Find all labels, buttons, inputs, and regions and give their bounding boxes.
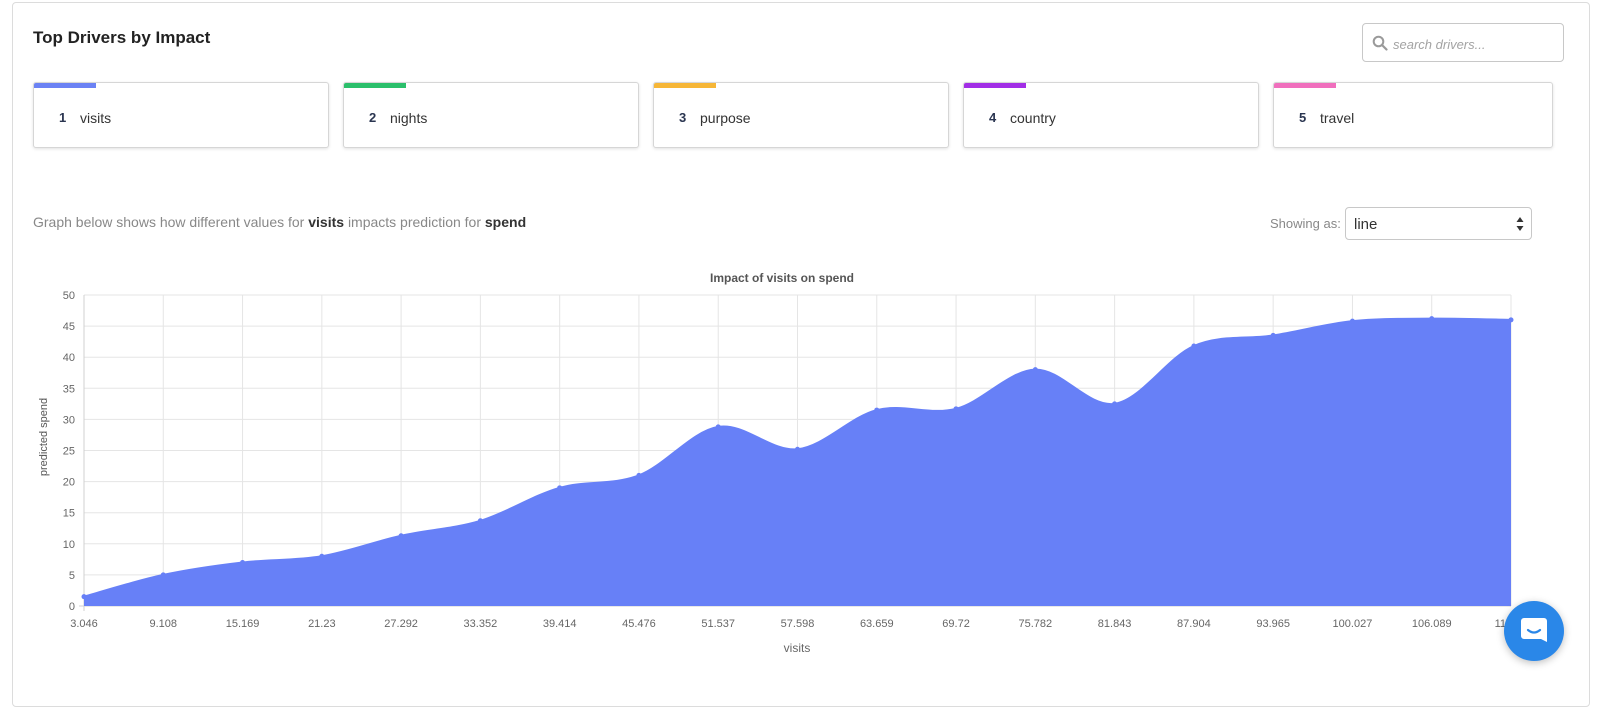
y-tick-label: 35 (63, 383, 75, 395)
data-point (1349, 318, 1355, 324)
data-point (477, 518, 483, 524)
y-tick-label: 25 (63, 446, 75, 458)
y-tick-label: 50 (63, 290, 75, 302)
x-tick-label: 51.537 (701, 618, 735, 630)
x-axis-ticks: 3.046 9.108 15.169 21.23 27.292 33.352 39.414 4… (70, 618, 1527, 630)
driver-card-visits[interactable]: 1 visits (33, 82, 329, 148)
description-middle: impacts prediction for (347, 214, 481, 230)
x-tick-label: 106.089 (1412, 618, 1452, 630)
data-point (795, 446, 800, 452)
chart-type-select[interactable]: line (1345, 207, 1532, 240)
x-tick-label: 45.476 (622, 618, 656, 630)
driver-rank: 5 (1299, 110, 1307, 125)
driver-name: nights (390, 110, 428, 126)
data-point (715, 424, 721, 430)
chart-type-value: line (1354, 216, 1378, 233)
y-axis-label: predicted spend (38, 398, 50, 476)
x-tick-label: 57.598 (781, 618, 815, 630)
data-point (1429, 316, 1435, 322)
chart-series (81, 316, 1514, 606)
x-tick-label: 63.659 (860, 618, 894, 630)
y-axis-ticks: 0 5 10 15 20 25 30 35 40 45 50 (63, 290, 75, 613)
y-tick-label: 10 (63, 539, 75, 551)
driver-card-nights[interactable]: 2 nights (343, 82, 639, 148)
showing-as-label: Showing as: (1270, 216, 1341, 231)
x-tick-label: 9.108 (150, 618, 178, 630)
data-point (240, 559, 246, 565)
description-target: spend (484, 214, 527, 230)
y-tick-label: 5 (69, 570, 75, 582)
x-tick-label: 75.782 (1019, 618, 1053, 630)
data-point (398, 533, 404, 539)
data-point (953, 406, 959, 412)
description-feature: visits (308, 214, 345, 230)
driver-name: country (1010, 110, 1056, 126)
driver-color-bar (344, 83, 406, 88)
data-point (636, 472, 642, 478)
driver-rank: 3 (679, 110, 687, 125)
driver-card-travel[interactable]: 5 travel (1273, 82, 1553, 148)
search-input[interactable] (1391, 31, 1560, 57)
data-point (81, 594, 87, 600)
x-tick-label: 39.414 (543, 618, 577, 630)
x-axis-label: visits (784, 641, 811, 655)
x-tick-label: 93.965 (1256, 618, 1290, 630)
y-tick-label: 40 (63, 352, 75, 364)
x-tick-label: 15.169 (226, 618, 260, 630)
driver-name: travel (1320, 110, 1355, 126)
x-tick-label: 81.843 (1098, 618, 1132, 630)
driver-name: visits (80, 110, 112, 126)
data-point (319, 553, 325, 559)
search-box[interactable] (1362, 23, 1564, 62)
chart-title: Impact of visits on spend (710, 271, 854, 285)
driver-color-bar (964, 83, 1026, 88)
data-point (1508, 317, 1514, 323)
driver-rank: 4 (989, 110, 997, 125)
chat-button[interactable] (1504, 601, 1564, 661)
select-arrows-icon (1516, 217, 1524, 231)
driver-color-bar (34, 83, 96, 88)
chat-icon (1521, 618, 1547, 642)
x-tick-label: 69.72 (942, 618, 970, 630)
driver-card-country[interactable]: 4 country (963, 82, 1259, 148)
search-icon (1372, 35, 1388, 51)
y-tick-label: 0 (69, 601, 75, 613)
data-point (874, 407, 880, 413)
page-title: Top Drivers by Impact (33, 28, 211, 47)
impact-chart: Impact of visits on spend predicted spen… (38, 271, 1527, 655)
driver-card-purpose[interactable]: 3 purpose (653, 82, 949, 148)
y-tick-label: 20 (63, 477, 75, 489)
description-prefix: Graph below shows how different values f… (33, 214, 305, 230)
y-tick-label: 30 (63, 414, 75, 426)
data-point (1032, 367, 1038, 373)
data-point (557, 485, 563, 491)
data-point (1270, 332, 1276, 338)
y-tick-label: 45 (63, 321, 75, 333)
x-tick-label: 87.904 (1177, 618, 1211, 630)
driver-rank: 2 (369, 110, 377, 125)
x-tick-label: 21.23 (308, 618, 336, 630)
x-tick-label: 27.292 (384, 618, 418, 630)
chart-description: Graph below shows how different values f… (33, 214, 526, 230)
y-tick-label: 15 (63, 508, 75, 520)
series-area (84, 318, 1511, 606)
driver-rank: 1 (59, 110, 67, 125)
driver-color-bar (654, 83, 716, 88)
x-tick-label: 33.352 (464, 618, 498, 630)
driver-name: purpose (700, 110, 751, 126)
data-point (160, 572, 166, 578)
data-point (1191, 343, 1197, 349)
x-tick-label: 3.046 (70, 618, 98, 630)
driver-color-bar (1274, 83, 1336, 88)
data-point (1112, 401, 1118, 407)
x-tick-label: 100.027 (1333, 618, 1373, 630)
